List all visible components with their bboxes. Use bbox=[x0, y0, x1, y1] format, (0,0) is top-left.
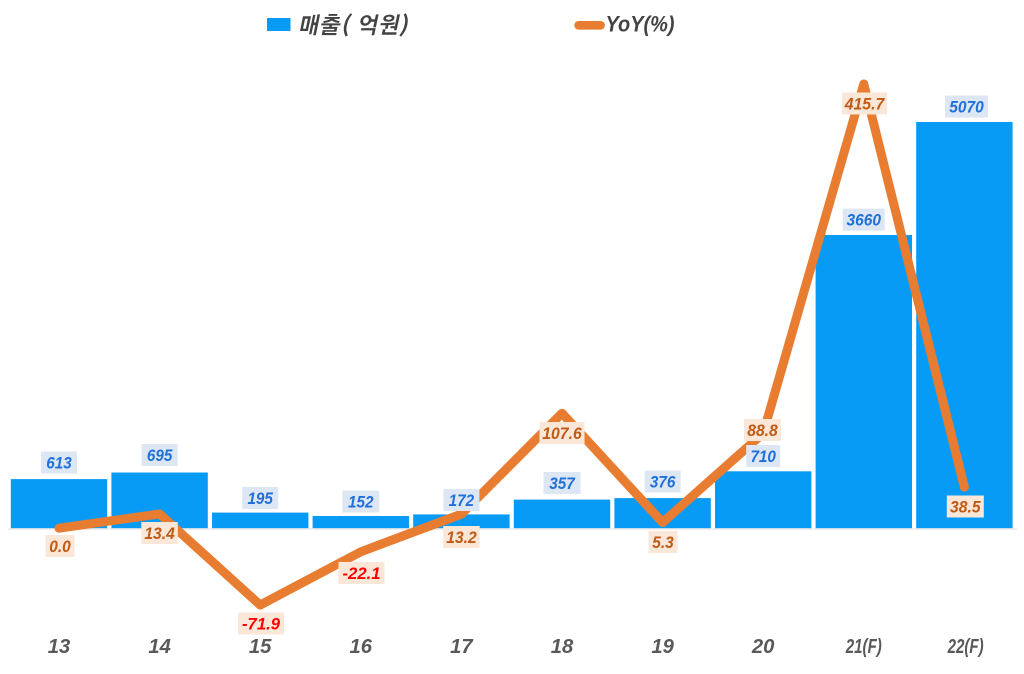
svg-text:16: 16 bbox=[350, 636, 373, 658]
svg-text:415.7: 415.7 bbox=[844, 94, 886, 113]
svg-text:5070: 5070 bbox=[949, 97, 984, 116]
svg-text:17: 17 bbox=[450, 636, 473, 658]
svg-text:613: 613 bbox=[46, 453, 72, 472]
svg-text:-71.9: -71.9 bbox=[242, 614, 281, 633]
svg-text:20: 20 bbox=[751, 636, 775, 658]
svg-text:19: 19 bbox=[651, 636, 674, 658]
svg-text:376: 376 bbox=[650, 472, 676, 491]
svg-text:152: 152 bbox=[348, 492, 374, 511]
svg-text:18: 18 bbox=[551, 636, 574, 658]
svg-text:13.4: 13.4 bbox=[144, 524, 175, 543]
svg-text:710: 710 bbox=[750, 447, 776, 466]
svg-text:38.5: 38.5 bbox=[950, 497, 981, 516]
svg-text:172: 172 bbox=[449, 491, 475, 510]
svg-text:107.6: 107.6 bbox=[542, 424, 582, 443]
svg-text:0.0: 0.0 bbox=[49, 537, 71, 556]
svg-text:14: 14 bbox=[148, 636, 171, 658]
svg-text:YoY(%): YoY(%) bbox=[606, 12, 675, 37]
svg-text:88.8: 88.8 bbox=[747, 421, 778, 440]
svg-text:3660: 3660 bbox=[847, 211, 882, 230]
svg-text:195: 195 bbox=[247, 489, 273, 508]
svg-text:15: 15 bbox=[249, 636, 272, 658]
svg-text:13.2: 13.2 bbox=[446, 528, 477, 547]
svg-text:21(F): 21(F) bbox=[845, 636, 882, 658]
svg-text:695: 695 bbox=[147, 446, 173, 465]
svg-text:22(F): 22(F) bbox=[947, 636, 984, 658]
svg-text:5.3: 5.3 bbox=[652, 533, 674, 552]
svg-text:13: 13 bbox=[48, 636, 71, 658]
svg-text:-22.1: -22.1 bbox=[343, 564, 381, 583]
svg-text:357: 357 bbox=[549, 474, 576, 493]
